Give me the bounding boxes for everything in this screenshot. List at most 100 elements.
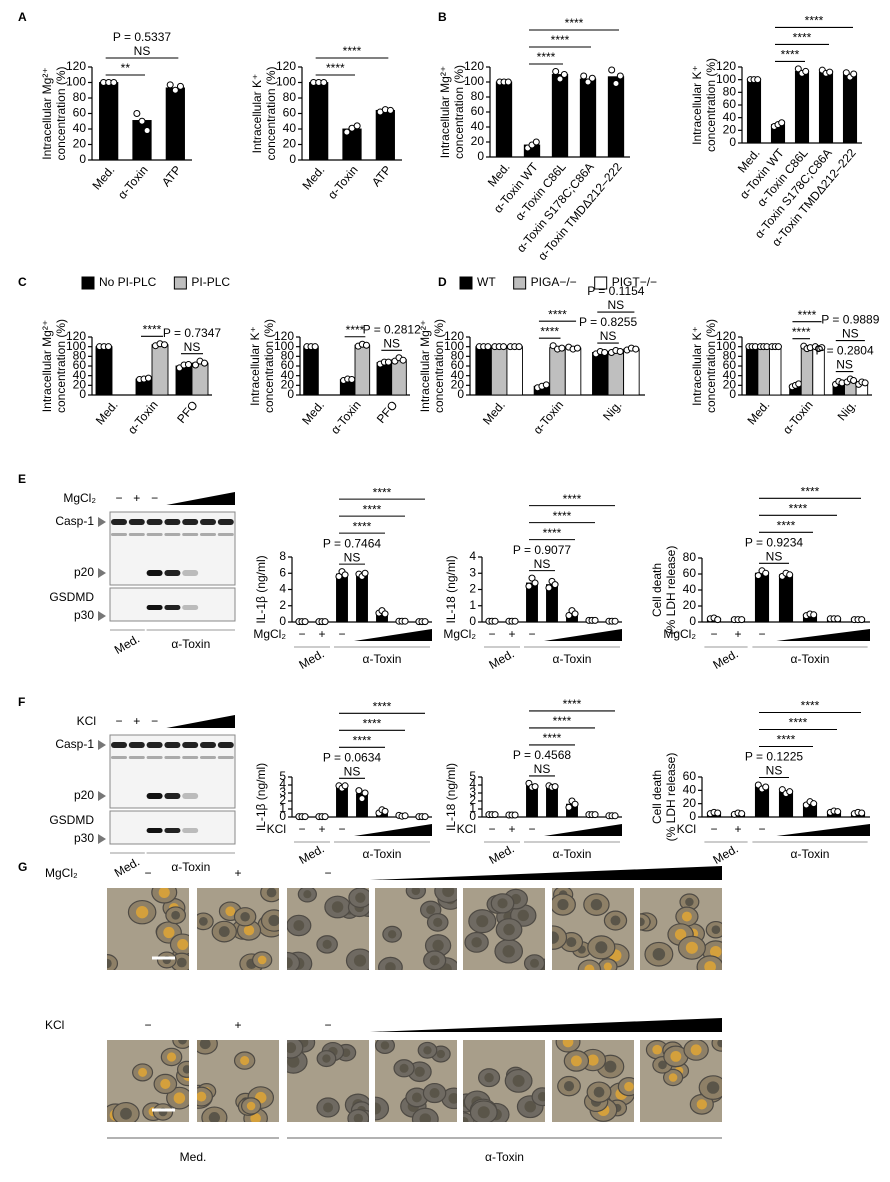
- micrograph: [287, 1040, 369, 1122]
- cell-body: [423, 1046, 432, 1055]
- data-point: [778, 119, 786, 127]
- significance-label: ****: [326, 61, 345, 75]
- y-tick-label: 60: [283, 106, 297, 120]
- data-point: [104, 343, 112, 351]
- data-point: [321, 813, 329, 821]
- bar: [778, 574, 794, 623]
- micrograph: [640, 1040, 722, 1122]
- y-tick-label: 60: [73, 358, 87, 372]
- data-point: [588, 74, 596, 82]
- y-tick-label: 5: [469, 769, 476, 783]
- y-tick-label: 0: [469, 614, 476, 628]
- cell-body: [240, 1056, 250, 1066]
- y-tick-label: 1: [279, 801, 286, 815]
- cell-body: [411, 888, 421, 895]
- y-axis-label: Intracellular Mg²⁺: [40, 320, 54, 412]
- legend-swatch: [173, 276, 187, 290]
- data-point: [381, 807, 389, 815]
- data-point: [774, 343, 782, 351]
- band: [200, 742, 216, 748]
- y-axis-label: concentration (%): [704, 58, 718, 152]
- significance-label: NS: [134, 44, 151, 58]
- data-point: [143, 127, 151, 135]
- cell-body: [696, 1099, 707, 1110]
- row-sign: +: [234, 866, 241, 880]
- group-label: α-Toxin: [553, 847, 592, 861]
- y-tick-label: 2: [469, 582, 476, 596]
- cell-body: [497, 898, 508, 909]
- data-point: [401, 812, 409, 820]
- significance-label: ****: [565, 16, 584, 30]
- data-point: [401, 617, 409, 625]
- y-tick-label: 4: [279, 777, 286, 791]
- significance-label: ****: [363, 716, 382, 730]
- x-tick-label: −: [758, 822, 765, 836]
- data-point: [786, 571, 794, 579]
- cell-body: [433, 917, 443, 928]
- data-point: [133, 110, 141, 117]
- band: [217, 756, 234, 759]
- y-axis-label: (% LDH release): [664, 753, 678, 842]
- y-axis-label: concentration (%): [54, 319, 68, 413]
- significance-label: NS: [842, 327, 859, 341]
- significance-label: NS: [383, 336, 400, 350]
- significance-label: ****: [353, 733, 372, 747]
- data-point: [361, 569, 369, 577]
- y-tick-label: 40: [283, 121, 297, 135]
- significance-label: ****: [798, 308, 817, 322]
- cell-body: [107, 958, 112, 969]
- significance-label: ****: [363, 502, 382, 516]
- data-point: [301, 813, 309, 821]
- significance-label: ****: [537, 50, 556, 64]
- blot-row-label: Casp-1: [55, 514, 94, 528]
- y-tick-label: 0: [279, 614, 286, 628]
- bar: [475, 346, 492, 396]
- data-point: [632, 345, 640, 353]
- cell-body: [303, 890, 312, 899]
- data-point: [738, 810, 746, 818]
- cell-body: [674, 928, 687, 941]
- data-point: [834, 808, 842, 816]
- wedge: [776, 824, 870, 836]
- bar: [506, 346, 523, 396]
- cells: [107, 1040, 189, 1122]
- bar: [546, 786, 558, 818]
- data-point: [542, 381, 550, 389]
- wedge: [166, 715, 235, 728]
- p-value: P = 0.9077: [513, 543, 571, 557]
- cell-body: [411, 1092, 422, 1103]
- band: [128, 533, 145, 536]
- data-point: [558, 344, 566, 352]
- condition-label: MgCl₂: [663, 627, 696, 641]
- y-tick-label: 20: [683, 796, 697, 810]
- blot-row-label: p20: [74, 565, 94, 579]
- y-tick-label: 100: [716, 72, 736, 86]
- significance-label: ****: [777, 733, 796, 747]
- data-point: [861, 379, 869, 387]
- group-label: α-Toxin: [485, 1150, 524, 1164]
- y-tick-label: 100: [66, 339, 86, 353]
- y-tick-label: 5: [279, 769, 286, 783]
- wedge: [354, 824, 432, 836]
- data-point: [738, 616, 746, 624]
- legend-label: PIGA−/−: [531, 275, 577, 289]
- cell-body: [681, 911, 692, 922]
- significance-label: ****: [373, 485, 392, 499]
- significance-label: ****: [801, 484, 820, 498]
- data-point: [571, 610, 579, 618]
- cell-body: [652, 947, 666, 961]
- data-point: [358, 795, 366, 803]
- cell-body: [429, 955, 440, 966]
- x-tick-label: −: [710, 627, 717, 641]
- data-point: [714, 809, 722, 817]
- y-axis-label: Intracellular K⁺: [690, 65, 704, 145]
- band: [146, 828, 163, 833]
- y-tick-label: 100: [66, 75, 86, 89]
- bar: [842, 74, 858, 144]
- y-tick-label: 80: [73, 349, 87, 363]
- row-sign: −: [324, 866, 331, 880]
- cells: [287, 1040, 369, 1122]
- y-tick-label: 80: [723, 349, 737, 363]
- y-tick-label: 40: [723, 110, 737, 124]
- bar: [375, 109, 395, 161]
